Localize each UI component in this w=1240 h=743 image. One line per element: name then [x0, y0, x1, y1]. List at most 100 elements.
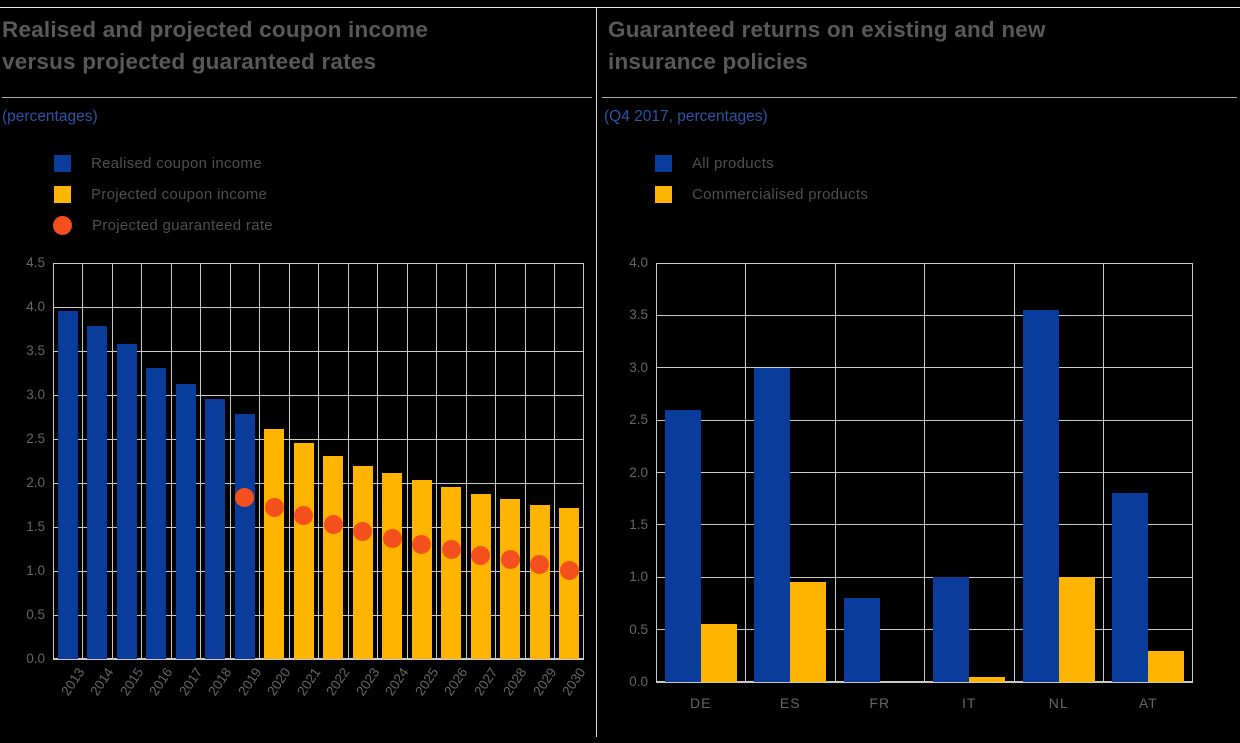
- plot-area: [656, 263, 1193, 682]
- coupon-income-chart: 0.0 0.5 1.0 1.5 2.0 2.5 3.0 3.5 4.0 4.5 2013 2014 20…: [0, 0, 596, 743]
- x-axis-tick-label: DE: [690, 695, 712, 711]
- page-title: Guaranteed returns on existing and new i…: [608, 17, 1046, 74]
- gridline-vertical: [347, 263, 349, 659]
- bar: [175, 383, 196, 659]
- bar: [323, 455, 344, 659]
- legend-label: Realised coupon income: [91, 154, 262, 172]
- guaranteed-returns-chart: 0.0 0.5 1.0 1.5 2.0 2.5 3.0 3.5 4.0 DE ES FR IT NL AT: [629, 255, 1193, 711]
- bar: [529, 505, 550, 659]
- guaranteed-rate-dot: [382, 528, 402, 548]
- bar: [754, 367, 791, 682]
- legend-item: Projected coupon income: [54, 183, 273, 205]
- guaranteed-rate-dot: [559, 560, 579, 580]
- legend-item: All products: [655, 152, 868, 174]
- title-underline: [2, 97, 592, 98]
- guaranteed-rate-dot: [530, 555, 550, 575]
- y-axis-tick-label: 1.0: [26, 563, 45, 578]
- guaranteed-rate-dot: [294, 506, 314, 526]
- legend-label: All products: [692, 154, 774, 172]
- bar: [205, 398, 226, 659]
- gridline-vertical: [377, 263, 378, 659]
- bar: [790, 582, 827, 682]
- legend-label: Commercialised products: [692, 185, 869, 203]
- y-axis-tick-label: 1.0: [629, 569, 648, 585]
- y-axis-tick-label: 3.0: [629, 359, 648, 375]
- panel-subtitle: (Q4 2017, percentages): [604, 108, 768, 125]
- bar: [969, 676, 1006, 682]
- y-axis-tick-label: 0.5: [629, 621, 648, 637]
- legend-item: Realised coupon income: [54, 152, 273, 174]
- gridline-vertical: [1013, 263, 1015, 682]
- gridline-vertical: [524, 263, 526, 659]
- gridline-vertical: [465, 263, 467, 659]
- legend-item: Projected guaranteed rate: [53, 214, 273, 236]
- gridline-vertical: [170, 263, 172, 659]
- panel-coupon-income: Realised and projected coupon income ver…: [0, 0, 596, 743]
- bar: [87, 326, 108, 659]
- y-axis-tick-label: 4.0: [629, 255, 648, 270]
- legend-item: Commercialised products: [655, 183, 868, 205]
- gridline-vertical: [82, 263, 83, 659]
- y-axis-tick-label: 0.0: [629, 674, 648, 689]
- legend-square-icon: [54, 154, 71, 172]
- top-divider: [0, 7, 1240, 8]
- legend-square-icon: [655, 154, 672, 172]
- panel-guaranteed-returns: Guaranteed returns on existing and new i…: [597, 0, 1240, 743]
- gridline-vertical: [554, 263, 555, 659]
- panel-divider: [596, 7, 597, 737]
- guaranteed-rate-dot: [412, 535, 432, 555]
- gridline-vertical: [111, 263, 113, 659]
- guaranteed-rate-dot: [500, 550, 520, 570]
- bar: [1058, 577, 1095, 682]
- legend-label: Projected guaranteed rate: [92, 216, 273, 234]
- x-axis-tick-label: FR: [869, 695, 891, 711]
- bar: [470, 493, 491, 659]
- bar: [1022, 310, 1059, 682]
- y-axis-tick-label: 2.5: [629, 412, 648, 428]
- guaranteed-rate-dot: [441, 540, 461, 560]
- bar: [1148, 650, 1185, 682]
- gridline-vertical: [406, 263, 408, 659]
- title-underline: [602, 97, 1237, 98]
- gridline-vertical: [229, 263, 231, 659]
- guaranteed-rate-dot: [323, 514, 343, 534]
- y-axis-tick-label: 1.5: [26, 519, 45, 534]
- gridline-vertical: [318, 263, 319, 659]
- y-axis-tick-label: 0.5: [26, 607, 45, 622]
- bar: [293, 442, 314, 659]
- gridline-vertical: [288, 263, 290, 659]
- bar: [411, 480, 432, 659]
- gridline-vertical: [924, 263, 925, 682]
- guaranteed-rate-dot: [471, 545, 491, 565]
- legend-dot-icon: [53, 215, 72, 235]
- bar: [843, 598, 880, 682]
- y-axis-tick-label: 3.5: [629, 307, 648, 323]
- y-axis-tick-label: 1.5: [629, 516, 648, 532]
- y-axis-tick-label: 3.5: [26, 343, 45, 358]
- gridline-vertical: [259, 263, 260, 659]
- y-axis-tick-label: 2.0: [26, 475, 45, 490]
- bar: [1112, 493, 1149, 682]
- bar: [441, 487, 462, 659]
- bar: [382, 473, 403, 659]
- gridline-vertical: [1103, 263, 1104, 682]
- y-axis-tick-label: 2.0: [629, 464, 648, 480]
- bar: [234, 414, 255, 659]
- gridline-vertical: [436, 263, 437, 659]
- legend-label: Projected coupon income: [91, 185, 268, 203]
- x-axis-tick-label: ES: [779, 695, 801, 711]
- x-axis-tick-label: AT: [1138, 695, 1158, 711]
- bar: [146, 367, 167, 659]
- gridline-vertical: [495, 263, 496, 659]
- page-title: Realised and projected coupon income ver…: [2, 17, 429, 74]
- x-axis-tick-label: NL: [1048, 695, 1069, 711]
- legend-square-icon: [54, 185, 71, 203]
- gridline-vertical: [745, 263, 746, 682]
- gridline-horizontal: [53, 658, 584, 660]
- bar: [664, 409, 701, 682]
- bar: [352, 466, 373, 659]
- gridline-vertical: [141, 263, 142, 659]
- bar: [57, 311, 78, 659]
- panel-subtitle: (percentages): [2, 108, 98, 125]
